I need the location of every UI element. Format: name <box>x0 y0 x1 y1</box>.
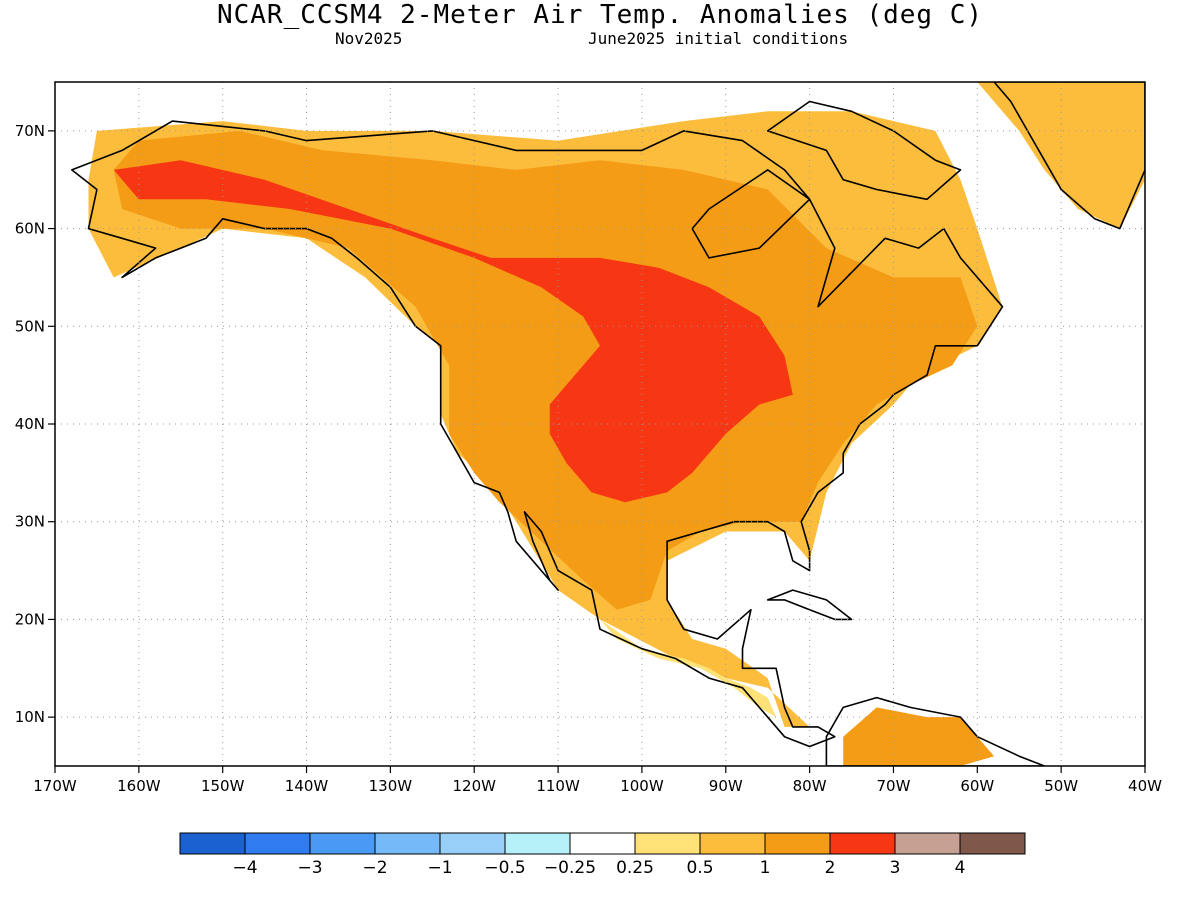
colorbar-label: 1 <box>760 858 771 878</box>
map-content <box>55 82 1145 766</box>
forecast-month: Nov2025 <box>335 29 403 48</box>
colorbar-swatch <box>634 832 701 855</box>
colorbar-swatch <box>504 832 571 855</box>
lon-tick-label: 100W <box>620 777 664 795</box>
lon-tick-label: 160W <box>117 777 161 795</box>
lat-tick-label: 50N <box>15 317 45 335</box>
colorbar-label: −0.5 <box>484 858 525 878</box>
lat-tick-label: 40N <box>15 415 45 433</box>
colorbar-swatch <box>764 832 831 855</box>
colorbar-label: −3 <box>297 858 322 878</box>
anomaly-region-venezuela-warm <box>843 707 995 766</box>
lat-tick-label: 30N <box>15 513 45 531</box>
anomaly-region-core-warm-2 <box>113 160 793 503</box>
colorbar-swatch <box>894 832 961 855</box>
colorbar-swatch <box>374 832 441 855</box>
lon-tick-label: 110W <box>536 777 580 795</box>
colorbar-swatch <box>569 832 636 855</box>
colorbar-swatch <box>829 832 896 855</box>
lon-tick-label: 70W <box>877 777 911 795</box>
lon-tick-label: 170W <box>33 777 77 795</box>
colorbar-label: 0.5 <box>686 858 713 878</box>
colorbar-label: −2 <box>362 858 387 878</box>
colorbar-swatch <box>959 832 1026 855</box>
colorbar-label: 0.25 <box>616 858 654 878</box>
initial-conditions-label: June2025 initial conditions <box>588 29 849 48</box>
lon-tick-label: 150W <box>201 777 245 795</box>
lon-tick-label: 60W <box>960 777 994 795</box>
colorbar-swatch <box>244 832 311 855</box>
coastline-south-america <box>825 696 1046 766</box>
lon-tick-label: 40W <box>1128 777 1162 795</box>
lat-tick-label: 10N <box>15 708 45 726</box>
lon-tick-label: 130W <box>369 777 413 795</box>
gridlines <box>55 82 1145 766</box>
coastline-greenland <box>993 82 1145 230</box>
coastline-baffin-island <box>766 100 962 201</box>
colorbar-label: 2 <box>825 858 836 878</box>
colorbar: −4 −3 −2 −1 −0.5 −0.25 0.25 0.5 1 2 3 4 <box>179 832 1026 878</box>
lat-tick-label: 20N <box>15 610 45 628</box>
anomaly-region-central-warm-1 <box>113 130 978 610</box>
lon-tick-label: 120W <box>452 777 496 795</box>
coastline-cuba <box>766 589 853 621</box>
colorbar-label: −1 <box>427 858 452 878</box>
lon-tick-label: 140W <box>285 777 329 795</box>
lon-tick-label: 80W <box>793 777 827 795</box>
colorbar-label: 3 <box>890 858 901 878</box>
colorbar-swatch <box>699 832 766 855</box>
lon-tick-label: 50W <box>1044 777 1078 795</box>
colorbar-label: 4 <box>955 858 966 878</box>
map-title: NCAR_CCSM4 2-Meter Air Temp. Anomalies (… <box>216 0 984 30</box>
lon-tick-label: 90W <box>709 777 743 795</box>
lat-tick-label: 60N <box>15 220 45 238</box>
coastline-north-america <box>71 120 1004 748</box>
anomaly-region-greenland-warm <box>977 82 1145 229</box>
axis-ticks: 170W 160W 150W 140W 130W 120W 110W 100W 90W 80W 70… <box>15 122 1162 795</box>
lat-tick-label: 70N <box>15 122 45 140</box>
colorbar-label: −4 <box>232 858 257 878</box>
colorbar-swatch <box>439 832 506 855</box>
colorbar-swatch <box>179 832 246 855</box>
colorbar-swatch <box>309 832 376 855</box>
colorbar-label: −0.25 <box>544 858 596 878</box>
